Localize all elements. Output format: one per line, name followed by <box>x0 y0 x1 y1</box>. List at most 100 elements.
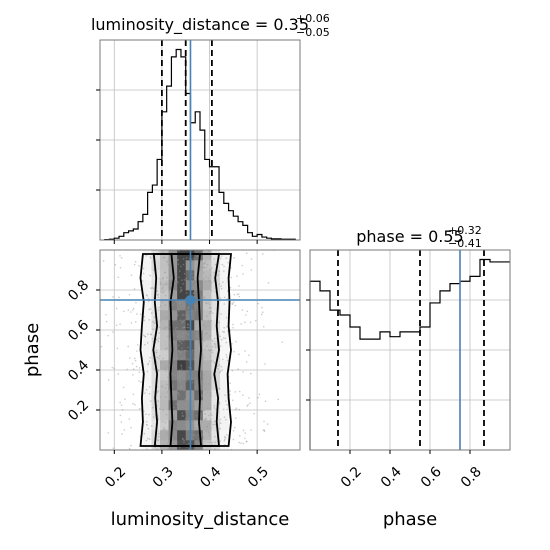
joint-sample-point <box>182 313 185 316</box>
phase-hist-steps <box>309 258 510 450</box>
joint-density-cell <box>160 270 169 281</box>
joint-sample-point <box>181 357 183 360</box>
joint-density-cell <box>151 340 161 351</box>
joint-sample-point <box>173 313 176 315</box>
joint-sample-point <box>232 301 235 303</box>
joint-density-cell <box>177 320 187 331</box>
joint-sample-point <box>205 325 207 328</box>
joint-sample-point <box>152 340 155 343</box>
joint-density-cell <box>194 360 204 371</box>
joint-sample-point <box>131 309 134 311</box>
joint-sample-point <box>219 335 221 338</box>
joint-sample-point <box>132 368 135 370</box>
joint-density-cell <box>160 260 169 271</box>
joint-density-cell <box>202 410 212 421</box>
joint-sample-point <box>176 335 179 338</box>
joint-sample-point <box>107 334 110 337</box>
phase-hist-ticks: 0.2 0.4 0.6 0.8 <box>306 299 485 491</box>
joint-sample-point <box>217 368 219 370</box>
joint-sample-point <box>177 281 179 284</box>
joint-sample-point <box>124 398 126 401</box>
joint-sample-point <box>200 382 203 384</box>
joint-sample-point <box>169 417 171 420</box>
joint-sample-point <box>187 261 190 264</box>
joint-sample-point <box>242 394 244 397</box>
joint-sample-point <box>204 418 206 421</box>
joint-sample-point <box>181 327 184 329</box>
joint-sample-point <box>134 260 137 263</box>
joint-density-cell <box>202 400 212 411</box>
joint-sample-point <box>244 314 247 316</box>
joint-sample-point <box>180 365 183 368</box>
joint-sample-point <box>148 308 151 311</box>
joint-sample-point <box>261 253 264 255</box>
joint-sample-point <box>120 421 123 423</box>
joint-density-cell <box>142 310 152 321</box>
joint-sample-point <box>209 335 211 337</box>
joint-sample-point <box>172 333 175 336</box>
joint-sample-point <box>257 396 259 399</box>
joint-sample-point <box>192 349 194 352</box>
joint-sample-point <box>143 334 145 337</box>
joint-sample-point <box>226 359 229 362</box>
joint-sample-point <box>164 326 167 328</box>
joint-sample-point <box>208 279 210 282</box>
joint-sample-point <box>165 260 168 263</box>
joint-sample-point <box>119 255 121 257</box>
joint-density-cell <box>160 250 169 261</box>
joint-sample-point <box>234 391 237 393</box>
joint-density-cell <box>168 290 178 301</box>
joint-sample-point <box>183 441 185 444</box>
joint-sample-point <box>120 257 123 259</box>
joint-sample-point <box>215 408 217 411</box>
joint-sample-point <box>159 320 162 322</box>
joint-sample-point <box>181 347 183 349</box>
joint-sample-point <box>148 360 151 362</box>
joint-sample-point <box>159 281 162 283</box>
joint-sample-point <box>165 365 168 368</box>
joint-sample-point <box>168 363 170 366</box>
joint-sample-point <box>180 385 183 388</box>
joint-sample-point <box>132 402 134 405</box>
joint-density-cell <box>177 280 187 291</box>
joint-sample-point <box>145 413 147 416</box>
joint-sample-point <box>210 255 212 258</box>
joint-sample-point <box>183 304 185 307</box>
joint-sample-point <box>209 279 211 282</box>
joint-density-cell <box>220 320 229 331</box>
joint-sample-point <box>146 342 149 344</box>
joint-sample-point <box>195 367 197 370</box>
joint-sample-point <box>190 310 193 313</box>
joint-sample-point <box>244 437 246 440</box>
joint-sample-point <box>138 367 141 369</box>
joint-sample-point <box>172 392 175 395</box>
joint-sample-point <box>187 284 189 287</box>
joint-sample-point <box>177 310 180 312</box>
joint-density-cell <box>220 380 229 391</box>
joint-sample-point <box>166 276 168 279</box>
phase-title: phase = 0.55 <box>356 227 463 246</box>
joint-sample-point <box>225 354 228 356</box>
joint-sample-point <box>175 270 178 273</box>
joint-sample-point <box>150 312 153 314</box>
joint-sample-point <box>219 418 222 421</box>
joint-sample-point <box>205 302 208 305</box>
x-axis-label-luminosity-distance: luminosity_distance <box>111 509 290 530</box>
joint-xtick-label-3: 0.5 <box>245 464 272 491</box>
joint-sample-point <box>163 443 165 446</box>
joint-sample-point <box>192 286 195 288</box>
joint-sample-point <box>162 409 164 411</box>
joint-sample-point <box>164 271 167 274</box>
y-axis-label-phase: phase <box>22 323 43 377</box>
joint-sample-point <box>138 265 140 267</box>
joint-density-cell <box>202 390 212 401</box>
joint-sample-point <box>254 319 257 322</box>
joint-sample-point <box>191 390 193 393</box>
joint-sample-point <box>145 255 148 257</box>
joint-sample-point <box>156 290 159 292</box>
joint-sample-point <box>226 356 228 359</box>
joint-sample-point <box>127 345 130 348</box>
joint-sample-point <box>167 440 170 443</box>
joint-sample-point <box>185 407 187 410</box>
joint-sample-point <box>195 427 197 430</box>
